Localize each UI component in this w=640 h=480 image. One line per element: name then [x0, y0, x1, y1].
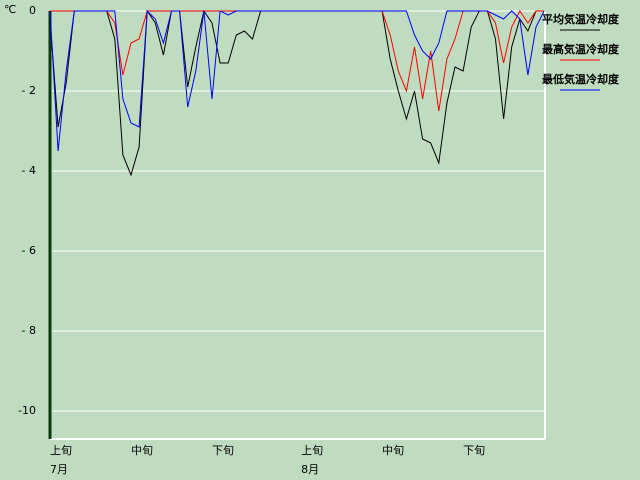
y-tick-label: - 6: [22, 244, 36, 257]
y-tick-label: -10: [18, 404, 36, 417]
x-tick-label: 下旬: [212, 444, 234, 457]
y-tick-label: 0: [29, 4, 36, 17]
x-tick-label: 上旬: [50, 444, 72, 457]
series-line: [49, 9, 545, 152]
legend-label: 最高気温冷却度: [542, 42, 620, 56]
legend-label: 平均気温冷却度: [542, 12, 620, 26]
y-tick-label: - 2: [22, 84, 36, 97]
x-tick-label: 下旬: [463, 444, 485, 457]
series-line: [50, 10, 545, 112]
legend-label: 最低気温冷却度: [542, 72, 620, 86]
x-tick-label: 中旬: [382, 444, 404, 457]
x-tick-label: 上旬: [301, 444, 323, 457]
month-label: 7月: [50, 463, 68, 476]
unit-label: ℃: [4, 3, 16, 16]
x-tick-label: 中旬: [131, 444, 153, 457]
month-label: 8月: [301, 463, 319, 476]
series-line: [49, 9, 545, 177]
y-tick-label: - 4: [22, 164, 36, 177]
y-tick-label: - 8: [22, 324, 36, 337]
